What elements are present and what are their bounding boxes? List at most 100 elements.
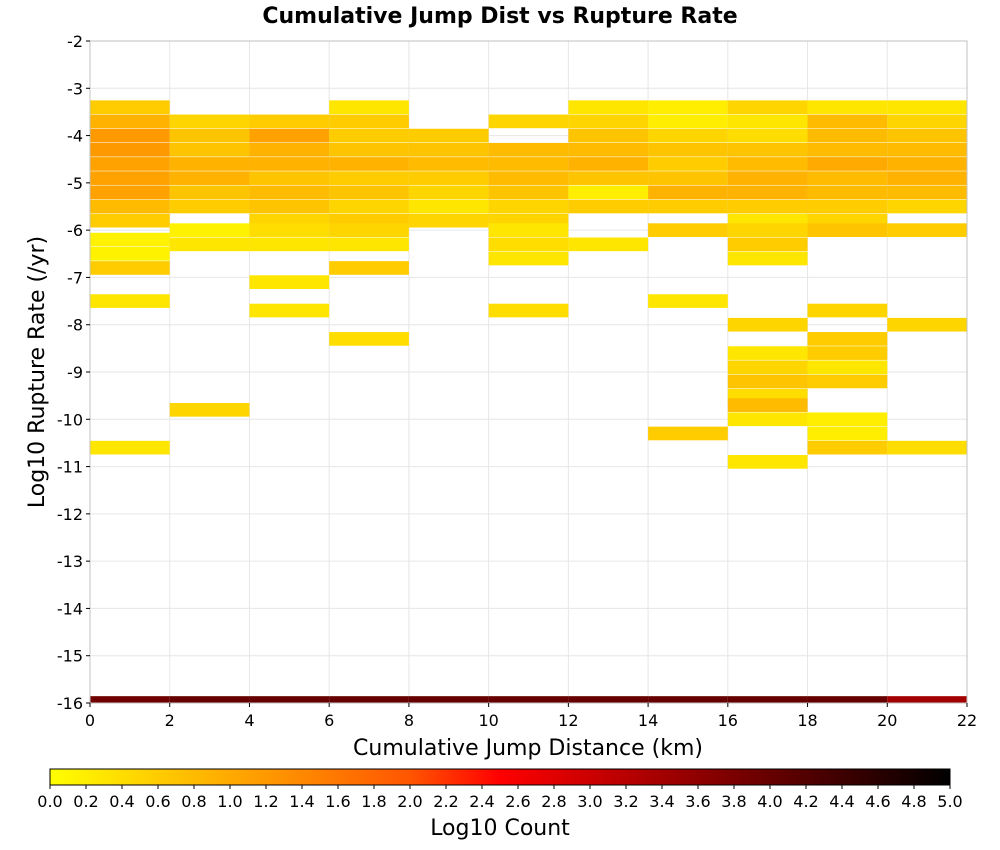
colorbar-tick-label: 1.4: [289, 792, 314, 811]
heatmap-cell: [488, 237, 569, 252]
heatmap-cell: [648, 157, 728, 171]
heatmap-cell: [807, 332, 888, 346]
y-tick-label: -12: [57, 505, 83, 524]
heatmap-cell: [648, 199, 728, 214]
colorbar-tick-label: 4.8: [901, 792, 926, 811]
y-tick-label: -8: [67, 316, 83, 335]
heatmap-cell: [329, 157, 409, 171]
colorbar-tick-label: 0.2: [73, 792, 98, 811]
heatmap-bottom-cell: [568, 696, 649, 703]
heatmap-cell: [169, 402, 250, 417]
heatmap-cell: [727, 346, 808, 360]
colorbar-tick-label: 4.2: [793, 792, 818, 811]
heatmap-cell: [887, 114, 967, 129]
heatmap-cell: [90, 185, 170, 200]
heatmap-cell: [727, 398, 808, 412]
heatmap-cell: [727, 142, 808, 157]
heatmap-cell: [568, 157, 649, 171]
heatmap-bottom-cell: [329, 696, 409, 703]
heatmap-cell: [727, 412, 808, 427]
colorbar-tick-label: 2.8: [541, 792, 566, 811]
heatmap-cell: [727, 157, 808, 171]
heatmap-cell: [568, 100, 649, 115]
y-tick-label: -4: [67, 127, 83, 146]
y-tick-label: -7: [67, 268, 83, 287]
heatmap-cell: [887, 157, 967, 171]
colorbar: [49, 768, 951, 786]
colorbar-tick-label: 5.0: [937, 792, 962, 811]
heatmap-cell: [408, 185, 489, 200]
heatmap-cell: [807, 412, 888, 427]
heatmap-cell: [727, 128, 808, 143]
x-tick-label: 18: [797, 711, 817, 730]
colorbar-tick-label: 0.0: [37, 792, 62, 811]
heatmap-cell: [568, 185, 649, 200]
y-tick-label: -2: [67, 32, 83, 51]
heatmap-cell: [329, 114, 409, 129]
y-axis-ticks: -2 -3 -4 -5 -6 -7 -8 -9 -10 -11 -12 -13 -14 -15 -16: [57, 32, 90, 713]
colorbar-tick-label: 2.0: [397, 792, 422, 811]
x-tick-label: 14: [638, 711, 658, 730]
heatmap-cell: [329, 199, 409, 214]
x-tick-label: 0: [85, 711, 95, 730]
x-tick-label: 4: [244, 711, 254, 730]
heatmap-cell: [249, 237, 330, 252]
heatmap-cell: [488, 171, 569, 185]
x-tick-label: 16: [718, 711, 738, 730]
colorbar-tick-label: 1.2: [253, 792, 278, 811]
heatmap-cell: [568, 171, 649, 185]
heatmap-cell: [249, 142, 330, 157]
heatmap-cell: [169, 128, 250, 143]
heatmap-cell: [488, 223, 569, 237]
heatmap-cell: [727, 317, 808, 332]
colorbar-tick-label: 2.6: [505, 792, 530, 811]
heatmap-cell: [727, 374, 808, 389]
heatmap-cell: [648, 223, 728, 237]
heatmap-cell: [887, 223, 967, 237]
heatmap-cell: [90, 232, 170, 247]
heatmap-cell: [887, 440, 967, 455]
heatmap-cell: [648, 294, 728, 308]
heatmap-cell: [169, 185, 250, 200]
colorbar-tick-label: 2.4: [469, 792, 494, 811]
y-tick-label: -11: [57, 458, 83, 477]
heatmap-cell: [169, 199, 250, 214]
heatmap-cell: [648, 114, 728, 129]
heatmap-cell: [727, 185, 808, 200]
heatmap-bottom-cell: [249, 696, 330, 703]
y-tick-label: -6: [67, 221, 83, 240]
heatmap-cell: [568, 237, 649, 252]
heatmap-cell: [807, 142, 888, 157]
colorbar-tick-label: 0.8: [181, 792, 206, 811]
heatmap-cell: [727, 360, 808, 375]
colorbar-tick-label: 3.6: [685, 792, 710, 811]
y-tick-label: -15: [57, 647, 83, 666]
heatmap-cell: [329, 142, 409, 157]
heatmap-cell: [568, 199, 649, 214]
heatmap-cell: [488, 142, 569, 157]
heatmap-bottom-cell: [408, 696, 489, 703]
heatmap-cell: [329, 332, 409, 346]
heatmap-cell: [807, 223, 888, 237]
heatmap-cell: [90, 261, 170, 275]
colorbar-tick-label: 0.4: [109, 792, 134, 811]
chart-title: Cumulative Jump Dist vs Rupture Rate: [262, 4, 737, 29]
heatmap-cell: [727, 114, 808, 129]
heatmap-cell: [887, 100, 967, 115]
colorbar-tick-label: 0.6: [145, 792, 170, 811]
heatmap-cell: [727, 223, 808, 237]
heatmap-cell: [807, 100, 888, 115]
heatmap-cell: [249, 185, 330, 200]
heatmap-cell: [648, 128, 728, 143]
heatmap-cell: [488, 251, 569, 266]
x-tick-label: 12: [558, 711, 578, 730]
heatmap-cell: [169, 171, 250, 185]
x-axis-label: Cumulative Jump Distance (km): [353, 736, 703, 761]
heatmap-bottom-cell: [488, 696, 569, 703]
heatmap-cell: [90, 128, 170, 143]
heatmap-cell: [727, 455, 808, 469]
heatmap-cell: [169, 157, 250, 171]
heatmap-cell: [488, 114, 569, 129]
heatmap-cell: [807, 114, 888, 129]
